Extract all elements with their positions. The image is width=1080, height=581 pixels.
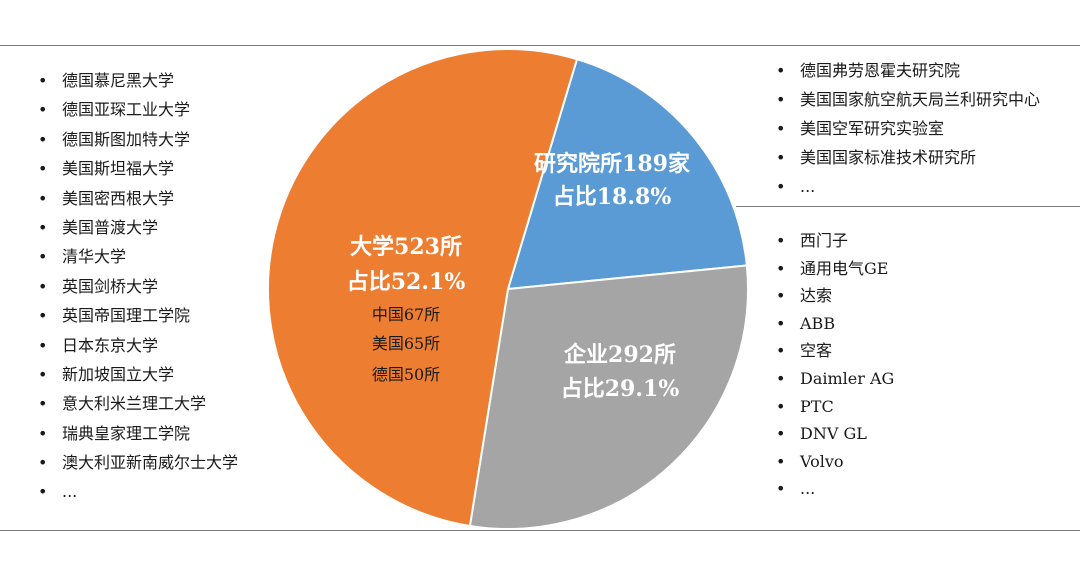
institute-list-item: 美国空军研究实验室 xyxy=(772,118,1040,147)
slice-institute xyxy=(506,57,748,291)
company-list: 西门子通用电气GE达索ABB空客Daimler AGPTCDNV GLVolvo… xyxy=(772,230,894,506)
share-university: 占比52.1% xyxy=(347,269,466,295)
university-list: 德国慕尼黑大学德国亚琛工业大学德国斯图加特大学美国斯坦福大学美国密西根大学美国普… xyxy=(34,70,238,511)
slice-university xyxy=(267,48,579,528)
slice-company xyxy=(468,264,749,530)
university-list-item: 德国慕尼黑大学 xyxy=(34,70,238,99)
university-list-item: 清华大学 xyxy=(34,246,238,275)
company-list-item: Daimler AG xyxy=(772,368,894,396)
company-list-item: PTC xyxy=(772,396,894,424)
university-list-item: 英国剑桥大学 xyxy=(34,276,238,305)
university-list-item: 澳大利亚新南威尔士大学 xyxy=(34,452,238,481)
label-university: 大学523所 xyxy=(350,234,462,260)
company-list-item: 通用电气GE xyxy=(772,258,894,286)
university-list-item: 新加坡国立大学 xyxy=(34,364,238,393)
university-list-item: 德国斯图加特大学 xyxy=(34,129,238,158)
breakdown-china: 中国67所 xyxy=(372,305,440,324)
institute-list-item: 德国弗劳恩霍夫研究院 xyxy=(772,60,1040,89)
university-list-item: 英国帝国理工学院 xyxy=(34,305,238,334)
institute-list: 德国弗劳恩霍夫研究院美国国家航空航天局兰利研究中心美国空军研究实验室美国国家标准… xyxy=(772,60,1040,205)
university-list-item: 意大利米兰理工大学 xyxy=(34,393,238,422)
company-list-item: ABB xyxy=(772,313,894,341)
university-list-item: ... xyxy=(34,481,238,510)
share-company: 占比29.1% xyxy=(561,376,680,402)
label-company: 企业292所 xyxy=(563,342,676,368)
breakdown-germany: 德国50所 xyxy=(372,365,440,384)
institute-list-item: ... xyxy=(772,176,1040,205)
institute-list-item: 美国国家标准技术研究所 xyxy=(772,147,1040,176)
university-list-item: 瑞典皇家理工学院 xyxy=(34,423,238,452)
university-list-item: 美国斯坦福大学 xyxy=(34,158,238,187)
university-list-item: 德国亚琛工业大学 xyxy=(34,99,238,128)
top-divider xyxy=(0,45,1080,46)
institute-list-item: 美国国家航空航天局兰利研究中心 xyxy=(772,89,1040,118)
right-divider xyxy=(736,206,1080,207)
company-list-item: 达索 xyxy=(772,285,894,313)
company-list-item: ... xyxy=(772,478,894,506)
label-institute: 研究院所189家 xyxy=(534,151,691,177)
company-list-item: Volvo xyxy=(772,451,894,479)
company-list-item: DNV GL xyxy=(772,423,894,451)
company-list-item: 空客 xyxy=(772,340,894,368)
bottom-divider xyxy=(0,530,1080,531)
university-list-item: 日本东京大学 xyxy=(34,335,238,364)
university-list-item: 美国密西根大学 xyxy=(34,188,238,217)
breakdown-usa: 美国65所 xyxy=(372,334,440,353)
share-institute: 占比18.8% xyxy=(553,184,672,210)
company-list-item: 西门子 xyxy=(772,230,894,258)
university-list-item: 美国普渡大学 xyxy=(34,217,238,246)
